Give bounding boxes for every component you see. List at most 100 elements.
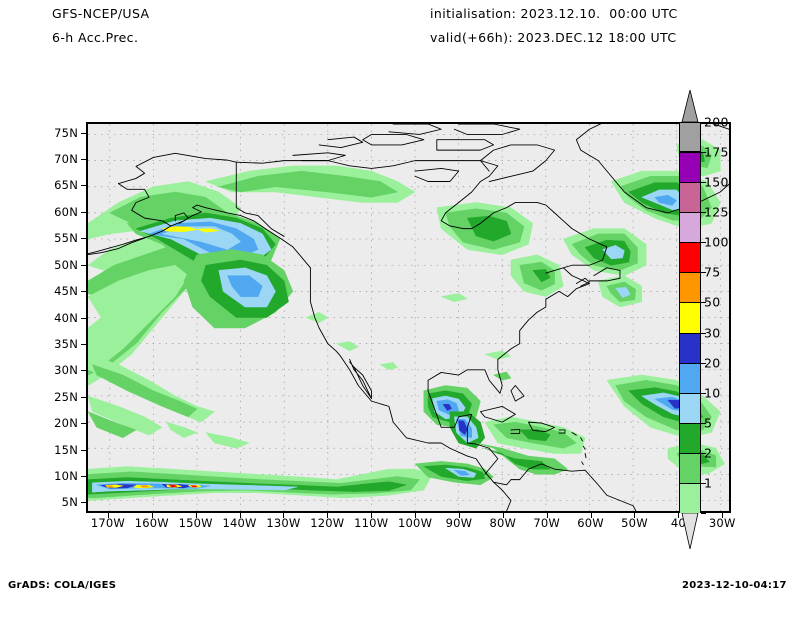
colorbar-tick bbox=[701, 212, 706, 214]
x-axis-label: 110W bbox=[354, 516, 389, 530]
valid-time: valid(+66h): 2023.DEC.12 18:00 UTC bbox=[430, 30, 677, 45]
x-tick bbox=[107, 513, 109, 518]
colorbar-band bbox=[679, 272, 701, 303]
colorbar-tick bbox=[701, 152, 706, 154]
y-axis-label: 20N bbox=[54, 416, 78, 431]
y-tick bbox=[81, 211, 86, 213]
colorbar-tick bbox=[701, 392, 706, 394]
y-tick bbox=[81, 158, 86, 160]
y-tick bbox=[81, 502, 86, 504]
precipitation-field bbox=[88, 139, 725, 501]
y-axis-label: 10N bbox=[54, 469, 78, 483]
source-credit: GrADS: COLA/IGES bbox=[8, 580, 117, 591]
x-tick bbox=[678, 513, 680, 518]
colorbar-label: 175 bbox=[704, 144, 729, 160]
x-tick bbox=[151, 513, 153, 518]
x-tick bbox=[458, 513, 460, 518]
colorbar-label: 10 bbox=[704, 385, 721, 401]
y-tick bbox=[81, 264, 86, 266]
colorbar-band bbox=[679, 422, 701, 453]
colorbar-band bbox=[679, 152, 701, 183]
y-tick bbox=[81, 291, 86, 293]
colorbar-tick bbox=[701, 513, 706, 514]
generated-stamp: 2023-12-10-04:17 bbox=[682, 580, 787, 591]
x-tick bbox=[722, 513, 724, 518]
precipitation-map bbox=[88, 124, 729, 511]
x-tick bbox=[283, 513, 285, 518]
colorbar-tick bbox=[701, 452, 706, 454]
colorbar-band bbox=[679, 362, 701, 393]
colorbar-band bbox=[679, 242, 701, 273]
colorbar-tick bbox=[701, 182, 706, 184]
colorbar-label: 30 bbox=[704, 325, 721, 341]
x-tick bbox=[415, 513, 417, 518]
colorbar-label: 125 bbox=[704, 204, 729, 220]
colorbar-tick bbox=[701, 362, 706, 364]
y-axis-label: 55N bbox=[54, 231, 78, 246]
x-axis-label: 40 bbox=[670, 516, 686, 530]
colorbar-band bbox=[679, 122, 701, 153]
colorbar-band bbox=[679, 452, 701, 483]
y-tick bbox=[81, 132, 86, 134]
colorbar-underflow-arrow bbox=[681, 513, 699, 549]
colorbar-band bbox=[679, 332, 701, 363]
colorbar-band bbox=[679, 392, 701, 423]
y-axis-label: 50N bbox=[54, 257, 78, 272]
y-axis-label: 60N bbox=[54, 204, 78, 219]
y-tick bbox=[81, 449, 86, 451]
x-axis-label: 50W bbox=[621, 516, 648, 530]
x-axis-label: 120W bbox=[310, 516, 345, 530]
x-tick bbox=[634, 513, 636, 518]
colorbar-tick bbox=[701, 422, 706, 424]
colorbar-label: 1 bbox=[704, 475, 713, 491]
model-title: GFS-NCEP/USA bbox=[52, 6, 150, 21]
x-axis-label: 160W bbox=[134, 516, 169, 530]
x-axis-label: 130W bbox=[266, 516, 301, 530]
x-axis-label: 140W bbox=[222, 516, 257, 530]
y-tick bbox=[81, 476, 86, 477]
colorbar-label: 200 bbox=[704, 114, 729, 130]
colorbar-band bbox=[679, 302, 701, 333]
y-tick bbox=[81, 396, 86, 398]
colorbar-band bbox=[679, 482, 701, 513]
field-subtitle: 6-h Acc.Prec. bbox=[52, 30, 139, 45]
x-axis-label: 90W bbox=[445, 516, 473, 530]
y-tick bbox=[81, 370, 86, 372]
x-axis-label: 100W bbox=[398, 516, 433, 530]
colorbar-tick bbox=[701, 332, 706, 334]
x-axis-label: 80W bbox=[489, 516, 517, 530]
colorbar-label: 75 bbox=[704, 264, 721, 280]
colorbar bbox=[679, 122, 701, 513]
coastlines bbox=[88, 124, 729, 511]
x-tick bbox=[195, 513, 197, 518]
colorbar-tick bbox=[701, 482, 706, 484]
x-axis-label: 150W bbox=[178, 516, 213, 530]
x-tick bbox=[590, 513, 592, 518]
y-axis-label: 75N bbox=[54, 125, 78, 140]
x-tick bbox=[239, 513, 241, 518]
y-axis-label: 45N bbox=[54, 284, 78, 299]
colorbar-label: 50 bbox=[704, 294, 721, 310]
y-tick bbox=[81, 317, 86, 319]
colorbar-tick bbox=[701, 122, 706, 123]
y-tick bbox=[81, 343, 86, 345]
colorbar-band bbox=[679, 212, 701, 243]
y-axis-label: 40N bbox=[54, 310, 78, 325]
y-axis-label: 25N bbox=[54, 389, 78, 404]
colorbar-overflow-arrow bbox=[681, 90, 699, 122]
y-axis-label: 5N bbox=[61, 495, 78, 510]
y-tick bbox=[81, 238, 86, 240]
colorbar-label: 150 bbox=[704, 174, 729, 190]
x-axis-label: 30W bbox=[708, 516, 736, 530]
colorbar-label: 2 bbox=[704, 445, 713, 461]
initialisation-time: initialisation: 2023.12.10. 00:00 UTC bbox=[430, 6, 678, 21]
x-tick bbox=[546, 513, 548, 518]
colorbar-tick bbox=[701, 272, 706, 274]
colorbar-label: 100 bbox=[704, 234, 729, 250]
map-plot-area bbox=[86, 122, 731, 513]
y-axis-label: 30N bbox=[54, 363, 78, 378]
colorbar-label: 20 bbox=[704, 355, 721, 371]
y-axis-label: 15N bbox=[54, 442, 78, 457]
y-axis-label: 35N bbox=[54, 336, 78, 351]
colorbar-band bbox=[679, 182, 701, 213]
